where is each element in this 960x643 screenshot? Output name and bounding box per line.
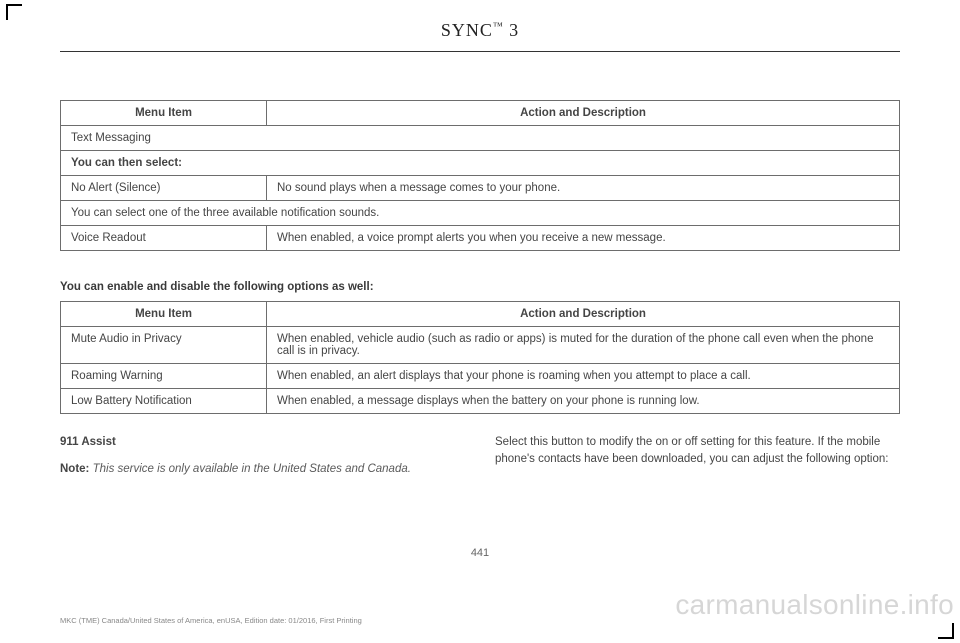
page-header: SYNC™ 3	[60, 20, 900, 52]
mid-heading: You can enable and disable the following…	[60, 281, 900, 293]
t2-r1-menu: Roaming Warning	[61, 364, 267, 389]
t1-head-menu: Menu Item	[61, 101, 267, 126]
t2-r2-menu: Low Battery Notification	[61, 389, 267, 414]
t1-r0: Text Messaging	[61, 126, 900, 151]
col-left: 911 Assist Note: This service is only av…	[60, 434, 465, 477]
t2-r0-desc: When enabled, vehicle audio (such as rad…	[267, 327, 900, 364]
content: Menu Item Action and Description Text Me…	[60, 52, 900, 559]
section-heading: 911 Assist	[60, 434, 465, 451]
page-body: SYNC™ 3 Menu Item Action and Description…	[60, 20, 900, 559]
header-title-2: 3	[504, 20, 520, 40]
t2-head-desc: Action and Description	[267, 302, 900, 327]
note-body: This service is only available in the Un…	[93, 463, 411, 475]
col-right: Select this button to modify the on or o…	[495, 434, 900, 477]
t2-r1-desc: When enabled, an alert displays that you…	[267, 364, 900, 389]
t2-head-menu: Menu Item	[61, 302, 267, 327]
t1-r2-desc: No sound plays when a message comes to y…	[267, 176, 900, 201]
t1-r4-desc: When enabled, a voice prompt alerts you …	[267, 226, 900, 251]
t2-r0-menu: Mute Audio in Privacy	[61, 327, 267, 364]
t1-r2-menu: No Alert (Silence)	[61, 176, 267, 201]
t1-head-desc: Action and Description	[267, 101, 900, 126]
watermark: carmanualsonline.info	[675, 589, 954, 621]
t2-r2-desc: When enabled, a message displays when th…	[267, 389, 900, 414]
t1-r1: You can then select:	[61, 151, 900, 176]
note-lead: Note:	[60, 463, 93, 475]
t1-r3: You can select one of the three availabl…	[61, 201, 900, 226]
two-col-section: 911 Assist Note: This service is only av…	[60, 434, 900, 477]
table-2: Menu Item Action and Description Mute Au…	[60, 301, 900, 414]
header-tm: ™	[493, 21, 504, 32]
table-1: Menu Item Action and Description Text Me…	[60, 100, 900, 251]
footer-line: MKC (TME) Canada/United States of Americ…	[60, 616, 362, 625]
header-title-1: SYNC	[441, 20, 493, 40]
note-line: Note: This service is only available in …	[60, 461, 465, 478]
t1-r4-menu: Voice Readout	[61, 226, 267, 251]
page-number: 441	[60, 547, 900, 559]
